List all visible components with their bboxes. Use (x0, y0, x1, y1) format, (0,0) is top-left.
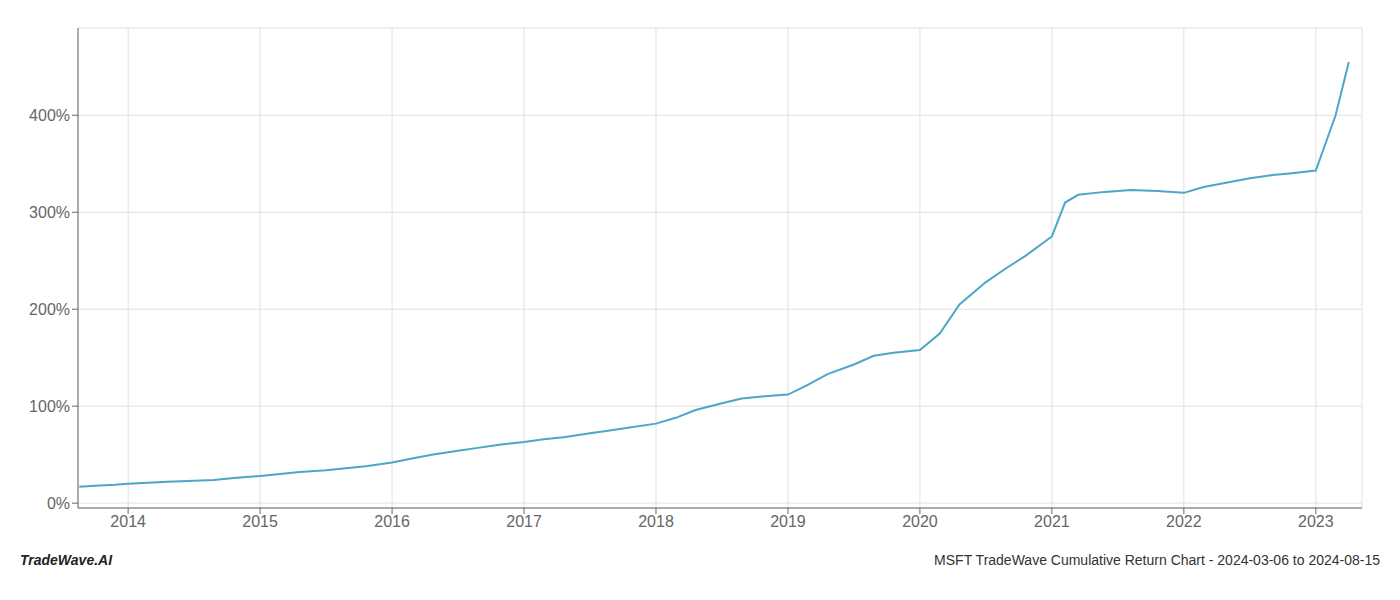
svg-text:200%: 200% (29, 301, 70, 318)
svg-text:2023: 2023 (1298, 513, 1334, 530)
svg-text:2022: 2022 (1166, 513, 1202, 530)
svg-text:2017: 2017 (506, 513, 542, 530)
svg-text:2020: 2020 (902, 513, 938, 530)
svg-text:2016: 2016 (374, 513, 410, 530)
svg-text:2015: 2015 (242, 513, 278, 530)
svg-text:400%: 400% (29, 107, 70, 124)
svg-text:0%: 0% (47, 495, 70, 512)
svg-text:2021: 2021 (1034, 513, 1070, 530)
svg-text:300%: 300% (29, 204, 70, 221)
html-text:MSFT TradeWave Cumulative Retu: MSFT TradeWave Cumulative Return Chart -… (934, 552, 1380, 568)
svg-text:2018: 2018 (638, 513, 674, 530)
svg-text:2019: 2019 (770, 513, 806, 530)
svg-text:100%: 100% (29, 398, 70, 415)
svg-text:2014: 2014 (110, 513, 146, 530)
html-text:TradeWave.AI: TradeWave.AI (20, 552, 113, 568)
